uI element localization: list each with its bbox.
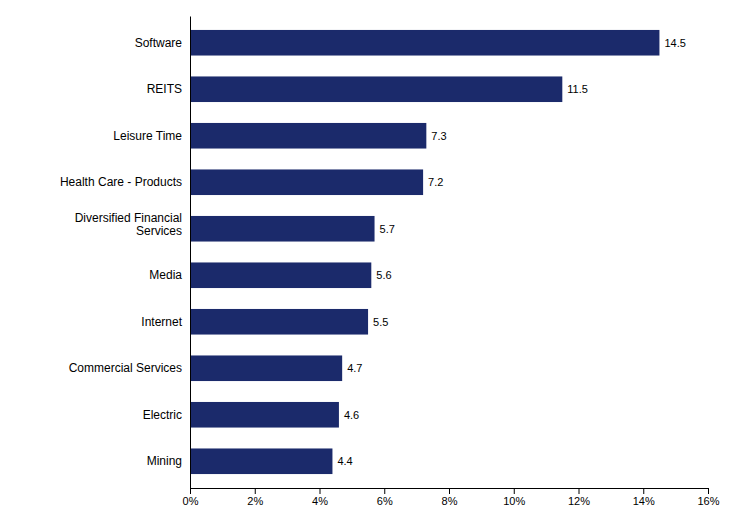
x-tick-mark [190, 488, 191, 494]
data-labels: 4.4 4.6 4.7 5.5 5.6 5.7 7.2 7.3 11.5 14.5 [337, 37, 685, 468]
data-label: 5.7 [380, 223, 395, 235]
x-tick: 16% [697, 488, 719, 507]
bar [190, 402, 339, 428]
data-label: 7.3 [431, 130, 446, 142]
plot: 0% 2% 4% 6% 8% 10% 12% 14% 16% Mining Electric Comm… [60, 17, 720, 507]
y-axis: Mining Electric Commercial Services Interne… [60, 17, 191, 489]
y-tick-label: Internet [141, 315, 182, 329]
y-tick-label: Mining [147, 454, 182, 468]
x-tick-mark [449, 488, 450, 494]
y-tick-label: Health Care - Products [60, 175, 182, 189]
y-tick: Health Care - Products [60, 175, 182, 189]
data-label: 11.5 [567, 83, 588, 95]
x-tick-mark [579, 488, 580, 494]
x-tick-label: 10% [503, 495, 525, 507]
x-tick-label: 0% [183, 495, 199, 507]
x-axis: 0% 2% 4% 6% 8% 10% 12% 14% 16% [183, 488, 720, 507]
data-label: 5.5 [373, 316, 388, 328]
x-tick-label: 16% [697, 495, 719, 507]
y-tick: Commercial Services [69, 361, 182, 375]
bar [190, 309, 368, 335]
data-label: 7.2 [428, 176, 443, 188]
bar [190, 216, 375, 242]
y-tick-label-line: Diversified Financial [75, 211, 182, 225]
x-tick-mark [384, 488, 385, 494]
x-tick-mark [708, 488, 709, 494]
y-tick-label: Commercial Services [69, 361, 182, 375]
data-label: 4.4 [337, 455, 352, 467]
y-tick: Media [149, 268, 182, 282]
x-tick: 0% [183, 488, 199, 507]
y-tick-label: REITS [147, 82, 182, 96]
x-tick: 10% [503, 488, 525, 507]
y-tick: Diversified FinancialServices [75, 211, 182, 238]
y-tick: Software [135, 36, 183, 50]
x-tick-mark [643, 488, 644, 494]
x-tick: 4% [312, 488, 328, 507]
y-tick-label-line: Services [136, 224, 182, 238]
chart: 0% 2% 4% 6% 8% 10% 12% 14% 16% Mining Electric Comm… [0, 0, 744, 528]
x-tick: 8% [442, 488, 458, 507]
bar [190, 262, 371, 288]
x-tick-label: 12% [568, 495, 590, 507]
y-tick: Leisure Time [113, 129, 182, 143]
data-label: 4.7 [347, 362, 362, 374]
x-tick-mark [255, 488, 256, 494]
x-tick: 6% [377, 488, 393, 507]
bar [190, 448, 332, 474]
x-axis-line [191, 489, 709, 495]
y-tick: Internet [141, 315, 182, 329]
x-tick: 2% [247, 488, 263, 507]
bar [190, 123, 426, 149]
x-tick-label: 2% [247, 495, 263, 507]
bar [190, 355, 342, 381]
y-tick-label: Software [135, 36, 183, 50]
x-tick-mark [320, 488, 321, 494]
x-tick-label: 14% [633, 495, 655, 507]
y-tick-label: Diversified FinancialServices [75, 211, 182, 238]
y-tick: Electric [143, 408, 182, 422]
y-tick: REITS [147, 82, 182, 96]
bars [190, 30, 659, 474]
bar [190, 76, 562, 102]
y-tick-label: Media [149, 268, 182, 282]
x-tick-label: 6% [377, 495, 393, 507]
y-tick-label: Leisure Time [113, 129, 182, 143]
x-tick-label: 4% [312, 495, 328, 507]
bar [190, 169, 423, 195]
data-label: 14.5 [664, 37, 685, 49]
x-tick: 14% [633, 488, 655, 507]
y-axis-line [190, 17, 191, 489]
bar [190, 30, 659, 56]
y-tick: Mining [147, 454, 182, 468]
data-label: 5.6 [376, 269, 391, 281]
x-tick-mark [514, 488, 515, 494]
x-tick-label: 8% [442, 495, 458, 507]
y-tick-label: Electric [143, 408, 182, 422]
data-label: 4.6 [344, 409, 359, 421]
x-tick: 12% [568, 488, 590, 507]
